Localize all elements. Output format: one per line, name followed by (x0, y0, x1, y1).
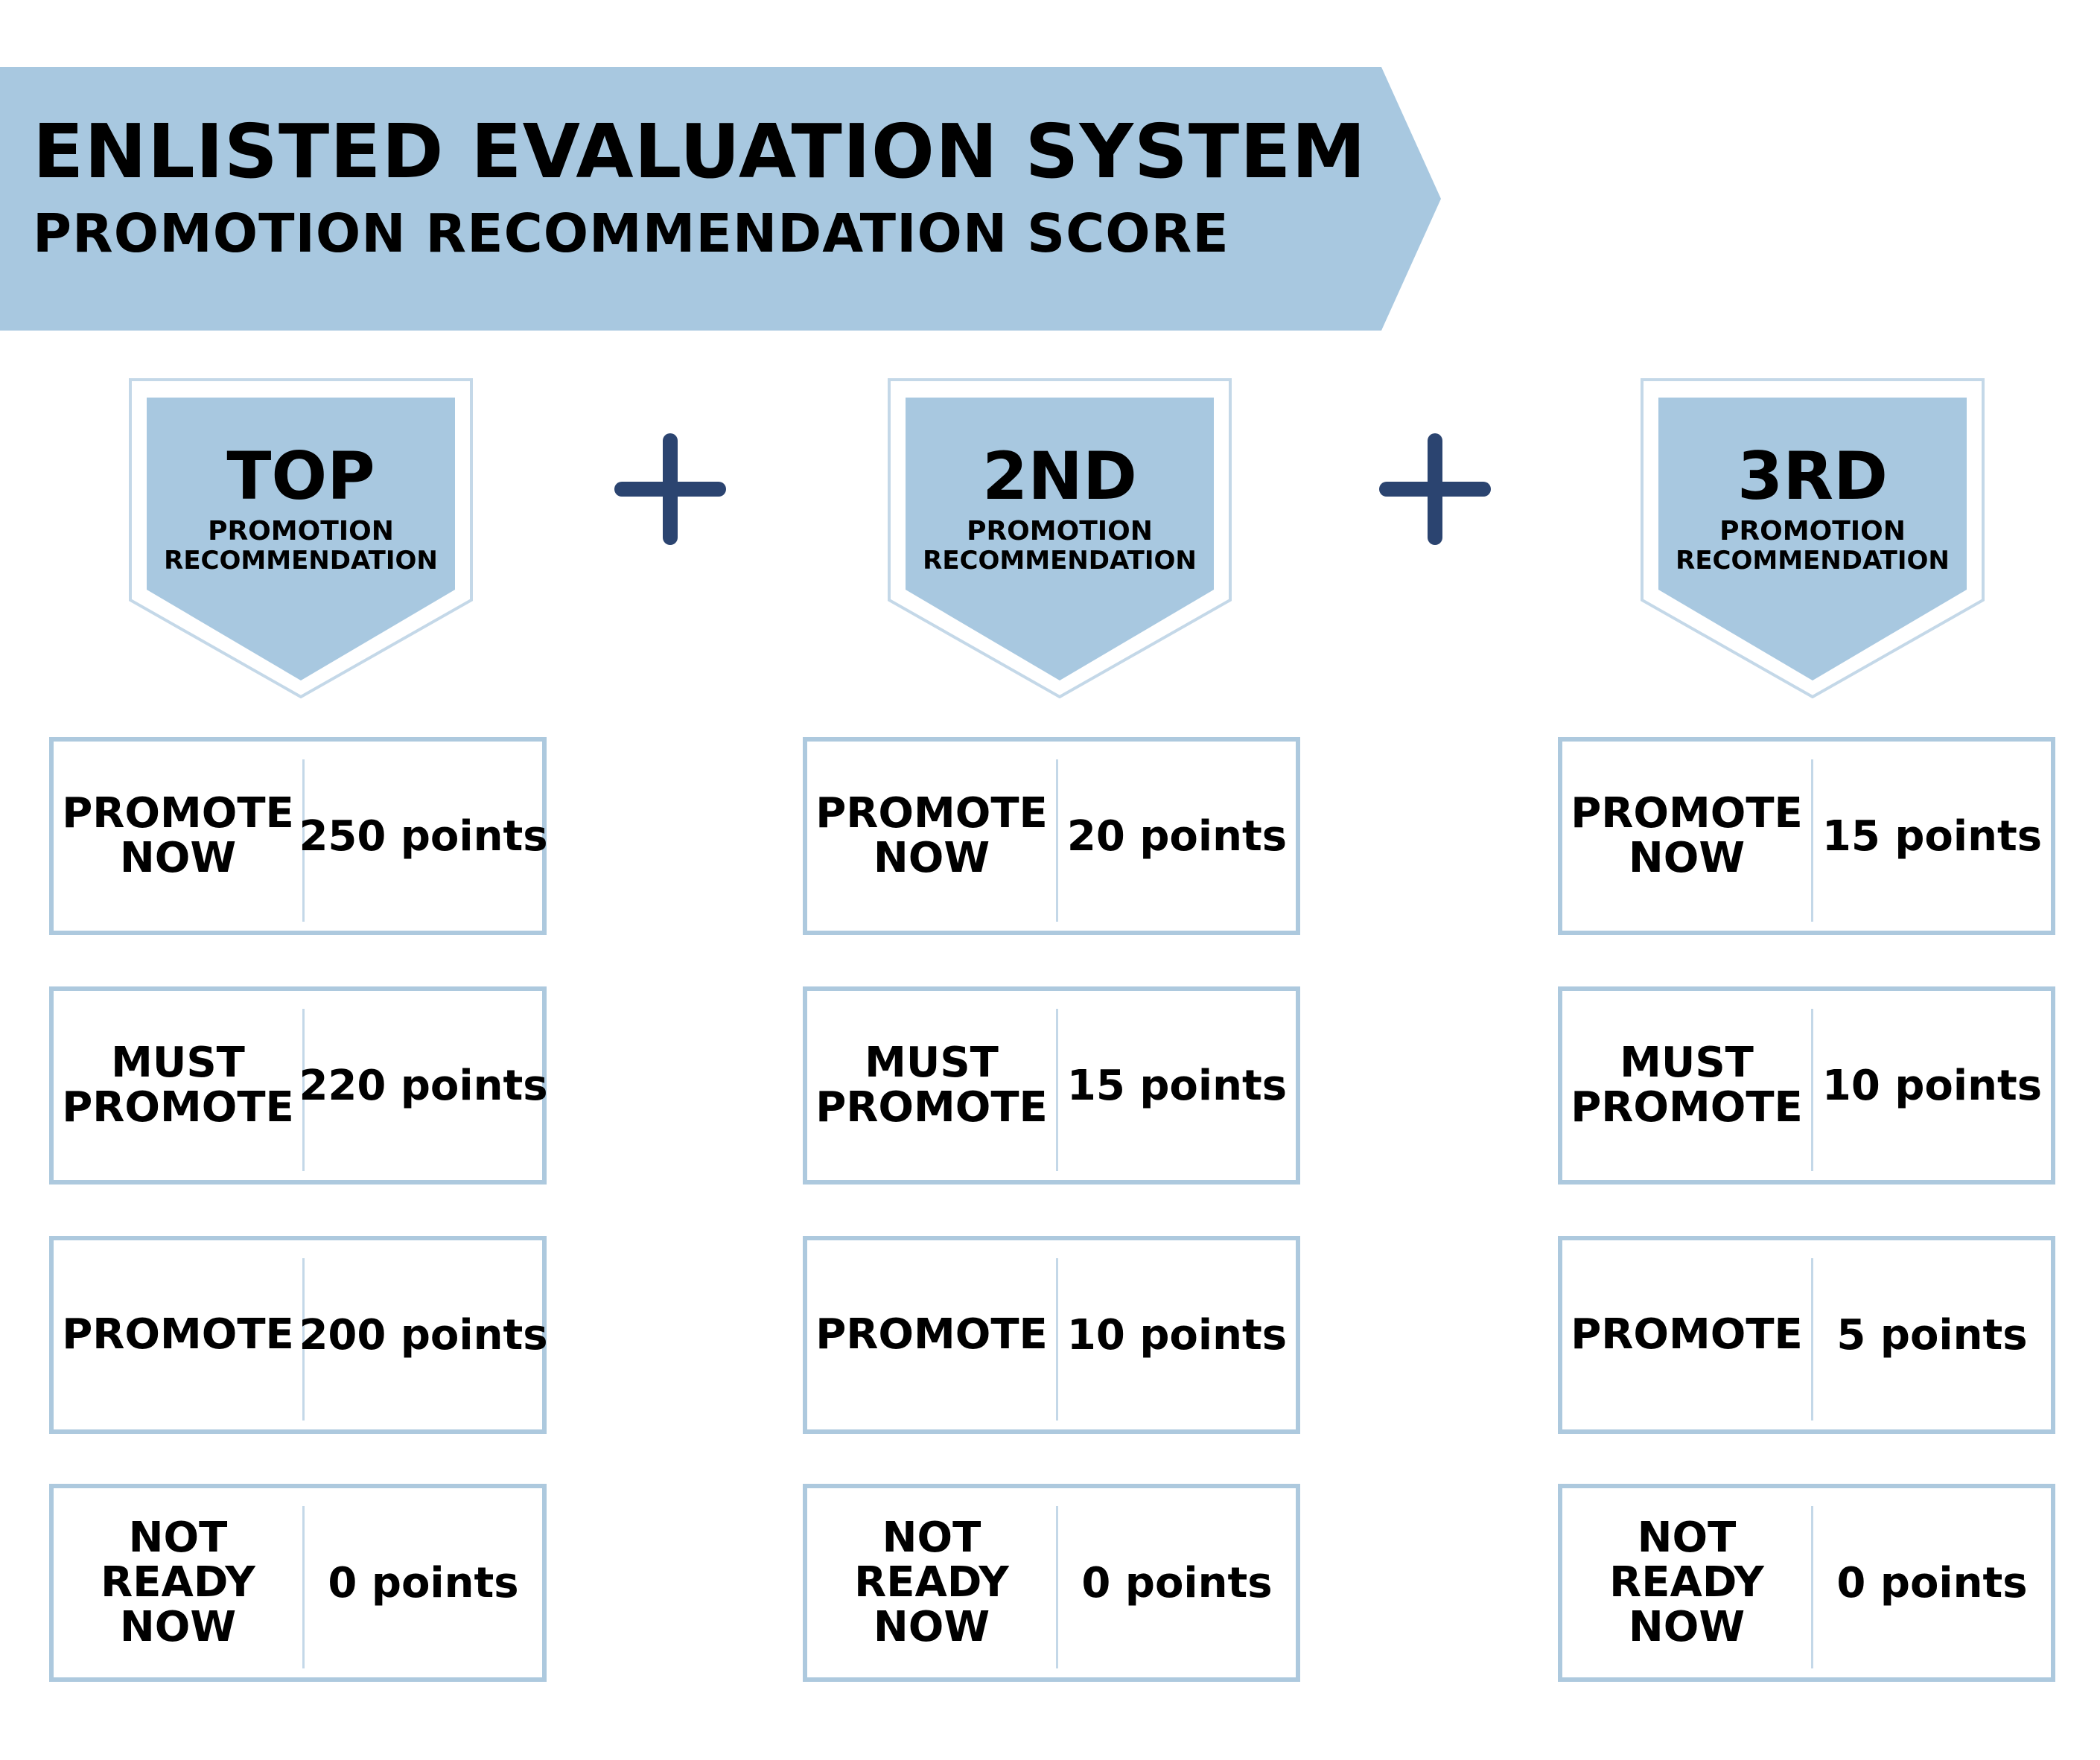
header-banner (0, 67, 1441, 331)
recommendation-label: NOT READY NOW (54, 1488, 302, 1677)
column-label-line2: RECOMMENDATION (923, 546, 1197, 575)
points-value: 200 points (299, 1310, 548, 1359)
recommendation-label: NOT READY NOW (807, 1488, 1056, 1677)
recommendation-label: PROMOTE NOW (807, 742, 1056, 931)
box-divider (1811, 1258, 1813, 1421)
score-box: NOT READY NOW 0 points (803, 1484, 1300, 1682)
page-title: ENLISTED EVALUATION SYSTEM (33, 108, 1366, 195)
plus-icon (614, 433, 726, 545)
column-header-3rd: 3RD PROMOTION RECOMMENDATION (1641, 378, 1985, 698)
column-header-top: TOP PROMOTION RECOMMENDATION (129, 378, 473, 698)
recommendation-label-line: PROMOTE (62, 789, 294, 838)
recommendation-label-line: NOW (119, 1603, 237, 1651)
recommendation-label-line: PROMOTE (1571, 1083, 1803, 1132)
recommendation-label-line: READY (1609, 1558, 1764, 1607)
recommendation-label-line: NOW (1628, 834, 1746, 882)
recommendation-label-line: PROMOTE (815, 1083, 1048, 1132)
recommendation-label-line: PROMOTE (62, 1310, 294, 1359)
points-value: 15 points (1066, 1061, 1288, 1110)
box-divider (302, 759, 305, 922)
recommendation-label-line: MUST (1620, 1039, 1754, 1087)
recommendation-label: PROMOTE (54, 1240, 302, 1429)
box-divider (1056, 759, 1058, 922)
chevron-shape (1641, 378, 1985, 698)
box-divider (1056, 1506, 1058, 1668)
recommendation-label: PROMOTE NOW (54, 742, 302, 931)
recommendation-label-line: PROMOTE (62, 1083, 294, 1132)
recommendation-label-line: NOT (128, 1514, 228, 1562)
score-box: PROMOTE 10 points (803, 1236, 1300, 1434)
points-value: 10 points (1066, 1310, 1288, 1359)
recommendation-label: PROMOTE NOW (1562, 742, 1811, 931)
box-divider (302, 1258, 305, 1421)
column-rank: 3RD (1737, 438, 1889, 514)
points-value: 0 points (1081, 1558, 1273, 1607)
points-value: 20 points (1066, 812, 1288, 861)
recommendation-label-line: READY (101, 1558, 255, 1607)
recommendation-label: MUST PROMOTE (807, 991, 1056, 1180)
chevron-shape (888, 378, 1232, 698)
score-box: MUST PROMOTE 10 points (1558, 986, 2055, 1185)
recommendation-label-line: NOW (873, 834, 990, 882)
score-box: PROMOTE 200 points (49, 1236, 548, 1434)
recommendation-label-line: PROMOTE (1571, 789, 1803, 838)
points-value: 10 points (1821, 1061, 2043, 1110)
recommendation-label-line: READY (854, 1558, 1009, 1607)
recommendation-label: PROMOTE (807, 1240, 1056, 1429)
points-value: 15 points (1821, 812, 2043, 861)
plus-icon (1379, 433, 1491, 545)
recommendation-label-line: PROMOTE (815, 1310, 1048, 1359)
column-label-line1: PROMOTION (967, 516, 1153, 546)
column-label-line1: PROMOTION (208, 516, 394, 546)
recommendation-label: MUST PROMOTE (1562, 991, 1811, 1180)
column-label-line2: RECOMMENDATION (1676, 546, 1950, 575)
score-box: PROMOTE NOW 20 points (803, 737, 1300, 935)
recommendation-label: MUST PROMOTE (54, 991, 302, 1180)
column-label-line2: RECOMMENDATION (164, 546, 438, 575)
recommendation-label-line: MUST (865, 1039, 999, 1087)
column-header-2nd: 2ND PROMOTION RECOMMENDATION (888, 378, 1232, 698)
recommendation-label-line: NOW (119, 834, 237, 882)
recommendation-label: NOT READY NOW (1562, 1488, 1811, 1677)
recommendation-label-line: PROMOTE (815, 789, 1048, 838)
chevron-shape (129, 378, 473, 698)
score-box: PROMOTE 5 points (1558, 1236, 2055, 1434)
score-box: MUST PROMOTE 15 points (803, 986, 1300, 1185)
points-value: 5 points (1836, 1310, 2028, 1359)
box-divider (1056, 1258, 1058, 1421)
score-box: PROMOTE NOW 15 points (1558, 737, 2055, 935)
box-divider (1811, 1506, 1813, 1668)
recommendation-label-line: NOW (873, 1603, 990, 1651)
box-divider (302, 1009, 305, 1171)
column-rank: 2ND (982, 438, 1137, 514)
score-box: PROMOTE NOW 250 points (49, 737, 548, 935)
box-divider (1811, 1009, 1813, 1171)
box-divider (1056, 1009, 1058, 1171)
box-divider (302, 1506, 305, 1668)
page-subtitle: PROMOTION RECOMMENDATION SCORE (33, 203, 1229, 264)
points-value: 0 points (1836, 1558, 2028, 1607)
recommendation-label-line: NOW (1628, 1603, 1746, 1651)
recommendation-label-line: NOT (1637, 1514, 1737, 1562)
recommendation-label: PROMOTE (1562, 1240, 1811, 1429)
box-divider (1811, 759, 1813, 922)
points-value: 220 points (299, 1061, 548, 1110)
column-label-line1: PROMOTION (1719, 516, 1906, 546)
recommendation-label-line: PROMOTE (1571, 1310, 1803, 1359)
points-value: 0 points (328, 1558, 519, 1607)
recommendation-label-line: MUST (111, 1039, 245, 1087)
column-rank: TOP (226, 438, 375, 514)
score-box: MUST PROMOTE 220 points (49, 986, 548, 1185)
banner-arrow-shape (0, 67, 1441, 331)
points-value: 250 points (299, 812, 548, 861)
recommendation-label-line: NOT (882, 1514, 981, 1562)
score-box: NOT READY NOW 0 points (49, 1484, 547, 1682)
score-box: NOT READY NOW 0 points (1558, 1484, 2055, 1682)
